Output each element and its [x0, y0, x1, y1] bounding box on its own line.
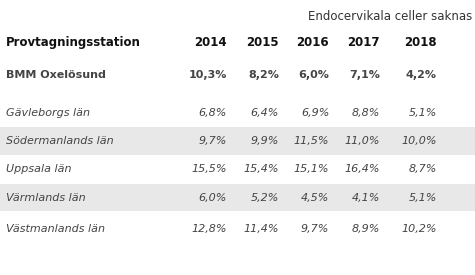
Text: 4,2%: 4,2% — [406, 70, 437, 80]
Text: 6,8%: 6,8% — [199, 108, 227, 118]
Text: 6,0%: 6,0% — [199, 193, 227, 203]
Text: Södermanlands län: Södermanlands län — [6, 136, 114, 146]
Text: 4,1%: 4,1% — [352, 193, 380, 203]
Text: Gävleborgs län: Gävleborgs län — [6, 108, 90, 118]
Text: 2016: 2016 — [296, 36, 329, 49]
Text: 2015: 2015 — [246, 36, 279, 49]
Text: 8,7%: 8,7% — [408, 164, 437, 174]
Text: Uppsala län: Uppsala län — [6, 164, 71, 174]
Text: 10,2%: 10,2% — [401, 224, 437, 234]
Text: 6,4%: 6,4% — [250, 108, 279, 118]
Text: 12,8%: 12,8% — [191, 224, 227, 234]
Text: 10,3%: 10,3% — [189, 70, 227, 80]
Text: 6,9%: 6,9% — [301, 108, 329, 118]
Text: Endocervikala celler saknas: Endocervikala celler saknas — [308, 10, 473, 23]
Text: 15,5%: 15,5% — [191, 164, 227, 174]
Bar — [0, 184, 475, 211]
Text: 11,5%: 11,5% — [294, 136, 329, 146]
Text: Provtagningsstation: Provtagningsstation — [6, 36, 141, 49]
Text: 11,0%: 11,0% — [344, 136, 380, 146]
Text: Värmlands län: Värmlands län — [6, 193, 86, 203]
Text: 15,1%: 15,1% — [294, 164, 329, 174]
Text: 16,4%: 16,4% — [344, 164, 380, 174]
Text: 7,1%: 7,1% — [349, 70, 380, 80]
Text: 5,1%: 5,1% — [408, 193, 437, 203]
Text: 8,2%: 8,2% — [248, 70, 279, 80]
Text: 4,5%: 4,5% — [301, 193, 329, 203]
Text: 15,4%: 15,4% — [243, 164, 279, 174]
Bar — [0, 127, 475, 155]
Text: 2018: 2018 — [404, 36, 437, 49]
Text: BMM Oxelösund: BMM Oxelösund — [6, 70, 105, 80]
Text: 6,0%: 6,0% — [298, 70, 329, 80]
Text: 9,7%: 9,7% — [301, 224, 329, 234]
Text: 5,2%: 5,2% — [250, 193, 279, 203]
Text: 9,9%: 9,9% — [250, 136, 279, 146]
Text: 2014: 2014 — [194, 36, 227, 49]
Text: 8,8%: 8,8% — [352, 108, 380, 118]
Text: 2017: 2017 — [348, 36, 380, 49]
Text: 8,9%: 8,9% — [352, 224, 380, 234]
Text: 10,0%: 10,0% — [401, 136, 437, 146]
Text: 9,7%: 9,7% — [199, 136, 227, 146]
Text: Västmanlands län: Västmanlands län — [6, 224, 104, 234]
Text: 11,4%: 11,4% — [243, 224, 279, 234]
Text: 5,1%: 5,1% — [408, 108, 437, 118]
